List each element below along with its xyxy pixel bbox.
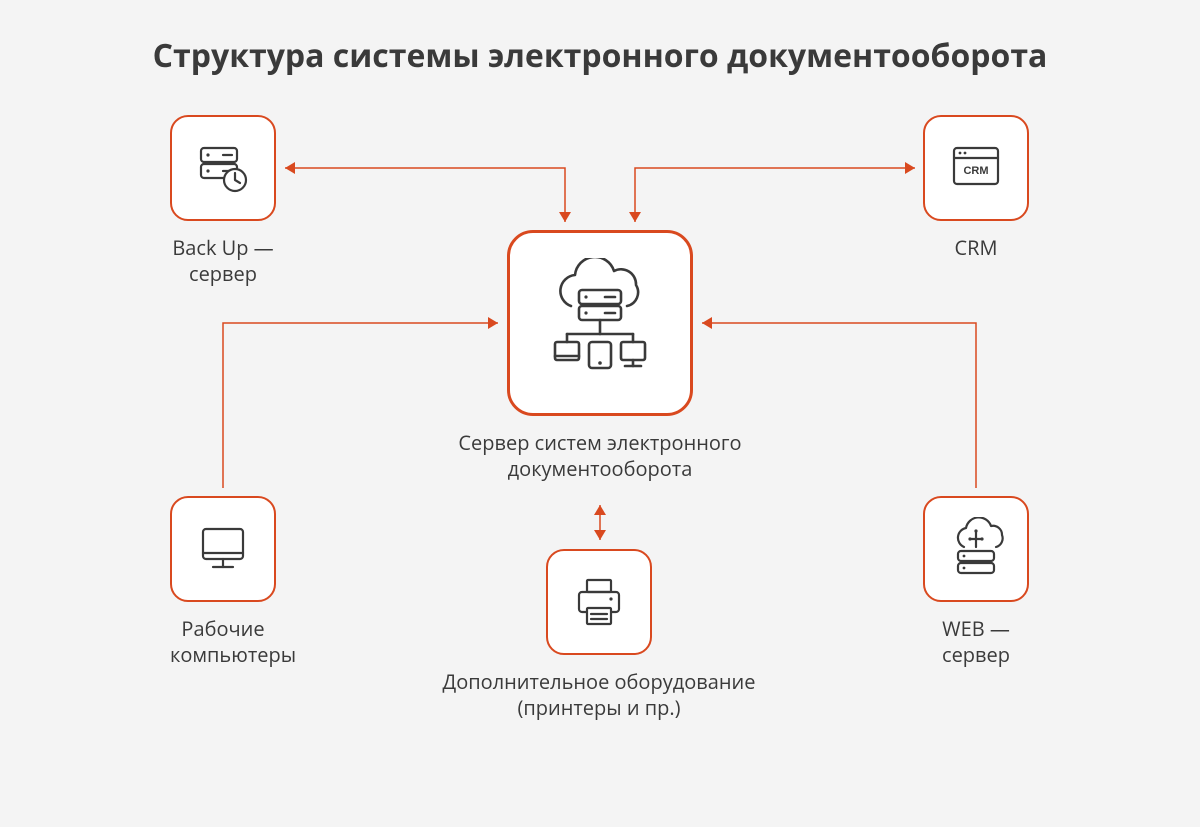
node-crm: CRM CRM [923, 115, 1029, 261]
node-center-label: Сервер систем электронного документообор… [450, 430, 750, 482]
node-center: Сервер систем электронного документообор… [507, 230, 693, 482]
node-web: WEB — сервер [923, 496, 1029, 668]
node-workpc: Рабочие компьютеры [170, 496, 276, 668]
node-workpc-label: Рабочие компьютеры [170, 616, 276, 668]
cloud-network-icon [507, 230, 693, 416]
node-backup-label: Back Up — сервер [170, 235, 276, 287]
node-printer-label: Дополнительное оборудование (принтеры и … [439, 669, 759, 721]
backup-server-icon [170, 115, 276, 221]
crm-icon: CRM [923, 115, 1029, 221]
cloud-web-icon [923, 496, 1029, 602]
diagram-title: Структура системы электронного документо… [0, 34, 1200, 77]
printer-icon [546, 549, 652, 655]
node-crm-label: CRM [923, 235, 1029, 261]
computer-icon [170, 496, 276, 602]
svg-text:CRM: CRM [963, 165, 988, 177]
node-backup: Back Up — сервер [170, 115, 276, 287]
node-web-label: WEB — сервер [923, 616, 1029, 668]
node-printer: Дополнительное оборудование (принтеры и … [546, 549, 652, 721]
